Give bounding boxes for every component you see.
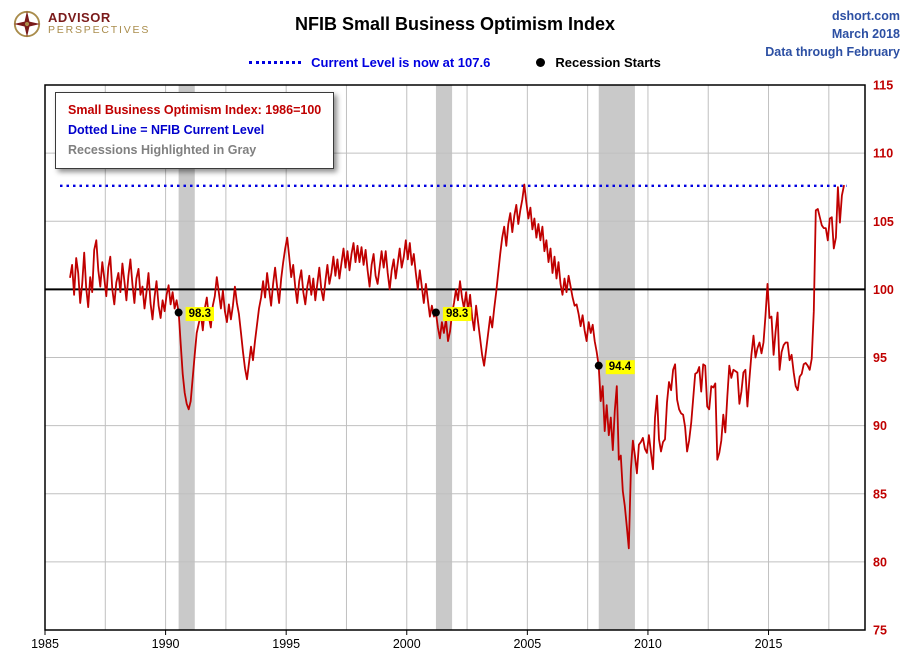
source-site: dshort.com: [831, 9, 900, 23]
x-axis-tick-label: 1985: [31, 637, 59, 651]
recession-starts-label: Recession Starts: [555, 55, 661, 70]
x-axis-tick-label: 1995: [272, 637, 300, 651]
y-axis-tick-label: 90: [873, 419, 887, 433]
legend-series-label: Small Business Optimism Index: 1986=100: [68, 103, 322, 117]
x-axis-tick-label: 2005: [513, 637, 541, 651]
top-annotations: Current Level is now at 107.6 Recession …: [0, 55, 910, 70]
recession-start-value-label: 94.4: [609, 361, 632, 373]
compass-rose-icon: [13, 10, 41, 38]
axis-labels: 1985 1990 1995 2000 2005 2010 2015 75 80 85 90 95 10…: [31, 79, 894, 652]
recession-start-value-highlight: [185, 307, 215, 322]
current-level-line-swatch: [249, 61, 302, 64]
logo-perspectives-text: PERSPECTIVES: [48, 24, 151, 37]
recession-start-markers: 98.3 98.3 94.4: [174, 307, 635, 375]
logo-advisor-text: ADVISOR: [48, 10, 111, 26]
y-axis-tick-label: 100: [873, 283, 894, 297]
recession-start-dot: [431, 308, 440, 317]
recession-start-dot-swatch: [536, 58, 546, 67]
recession-start-value-label: 98.3: [189, 308, 211, 320]
y-axis-tick-label: 75: [873, 624, 887, 638]
legend-recessions-label: Recessions Highlighted in Gray: [68, 143, 257, 157]
y-axis-tick-label: 80: [873, 555, 887, 569]
x-axis-tick-label: 2015: [755, 637, 783, 651]
x-axis-tick-label: 2010: [634, 637, 662, 651]
recession-start-value-label: 98.3: [446, 308, 468, 320]
source-block: dshort.com March 2018 Data through Febru…: [765, 7, 900, 61]
y-axis-tick-label: 95: [873, 351, 887, 365]
x-axis-tick-label: 1990: [152, 637, 180, 651]
source-note: Data through February: [765, 45, 900, 60]
optimism-index-line: [69, 183, 845, 550]
legend-dotted-line-label: Dotted Line = NFIB Current Level: [68, 123, 265, 137]
current-level-label: Current Level is now at 107.6: [311, 55, 491, 70]
source-date: March 2018: [831, 27, 900, 42]
recession-start-dot: [174, 308, 183, 317]
y-axis-tick-label: 85: [873, 487, 887, 501]
gridlines: [45, 85, 865, 630]
recession-start-value-highlight: [442, 307, 472, 322]
y-axis-tick-label: 115: [873, 79, 893, 93]
recession-start-dot: [594, 361, 603, 370]
x-axis-tick-label: 2000: [393, 637, 421, 651]
logo-text: ADVISOR PERSPECTIVES: [48, 10, 151, 37]
recession-start-value-highlight: [605, 360, 635, 375]
page-title: NFIB Small Business Optimism Index: [294, 14, 616, 34]
y-axis-tick-label: 105: [873, 215, 894, 229]
y-axis-tick-label: 110: [873, 147, 893, 161]
advisor-perspectives-logo: ADVISOR PERSPECTIVES: [12, 9, 150, 39]
plot-frame: [44, 84, 866, 631]
legend-box: Small Business Optimism Index: 1986=100 …: [55, 92, 335, 169]
